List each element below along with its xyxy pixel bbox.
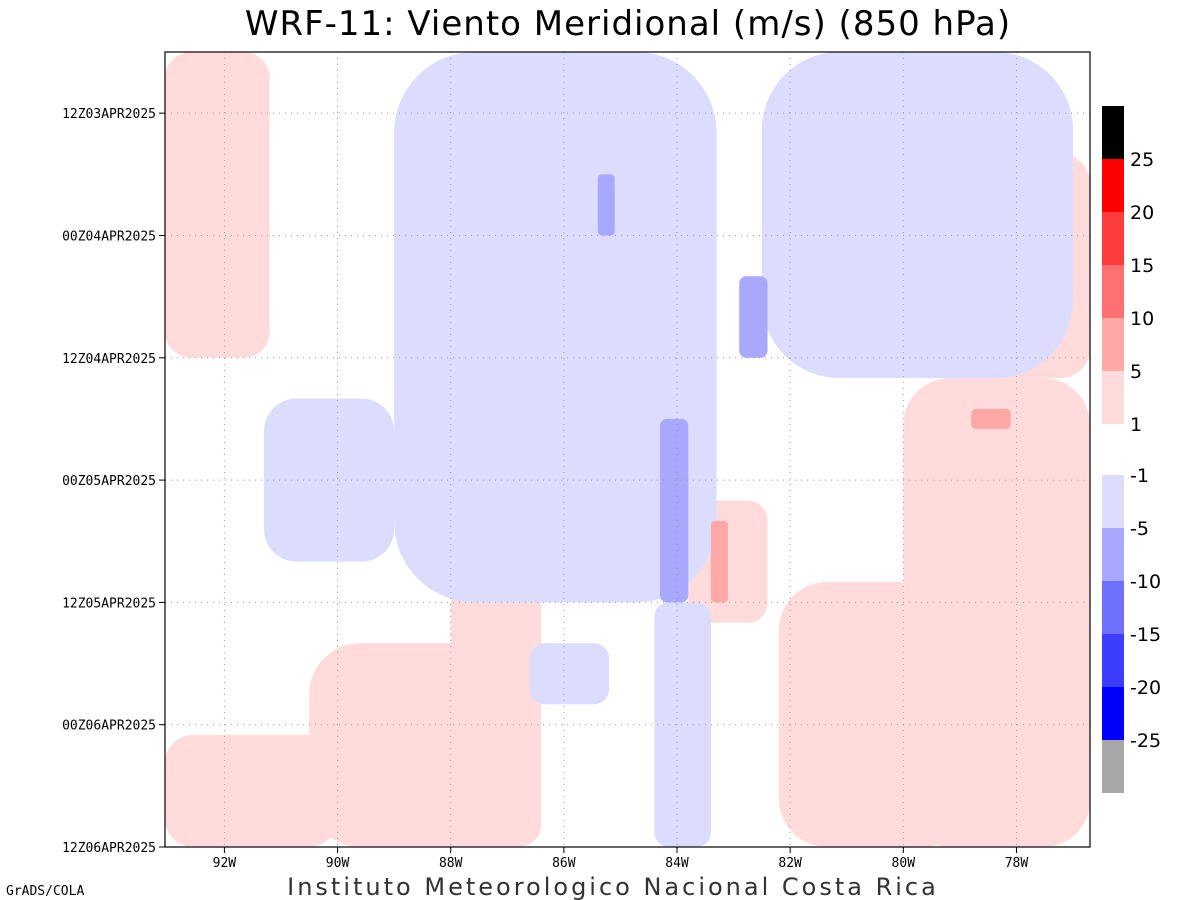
colorbar-label-3: 10 (1130, 308, 1154, 330)
colorbar-segment-neg-5 (1102, 740, 1124, 793)
plot-area (164, 51, 1091, 848)
y-tick-label-0: 12Z03APR2025 (62, 107, 156, 122)
colorbar-label-11: -25 (1130, 730, 1161, 752)
contour-region-13 (660, 418, 689, 603)
contour-region-8 (394, 52, 717, 603)
colorbar-label-0: 25 (1130, 149, 1154, 171)
colorbar-segment-pos-4 (1102, 318, 1124, 371)
footer-institution: Instituto Meteorologico Nacional Costa R… (287, 873, 939, 900)
x-tick-label-2: 88W (439, 856, 463, 871)
colorbar-label-6: -1 (1130, 465, 1149, 487)
colorbar-segment-pos-3 (1102, 265, 1124, 318)
colorbar-label-8: -10 (1130, 571, 1161, 593)
x-tick-label-0: 92W (213, 856, 237, 871)
colorbar-label-1: 20 (1130, 202, 1154, 224)
colorbar-segment-neg-4 (1102, 687, 1124, 740)
x-tick-label-1: 90W (326, 856, 350, 871)
y-tick-label-1: 00Z04APR2025 (62, 229, 156, 244)
contour-region-2 (309, 643, 536, 847)
y-tick-label-2: 12Z04APR2025 (62, 352, 156, 367)
colorbar-label-5: 1 (1130, 414, 1142, 436)
colorbar-label-4: 5 (1130, 361, 1142, 383)
x-axis: 92W 90W 88W 86W 84W 82W 80W 78W (213, 847, 1029, 871)
y-axis: 12Z03APR2025 00Z04APR2025 12Z04APR2025 00Z0… (62, 107, 165, 856)
contour-region-16 (710, 520, 728, 603)
x-tick-label-5: 82W (778, 856, 802, 871)
contour-region-12 (529, 643, 610, 705)
y-tick-label-6: 12Z06APR2025 (62, 841, 156, 856)
colorbar-segment-neg-2 (1102, 581, 1124, 634)
contour-region-10 (264, 398, 395, 562)
contour-region-9 (761, 52, 1074, 379)
colorbar-label-9: -15 (1130, 624, 1161, 646)
contour-region-15 (597, 174, 615, 236)
x-tick-label-6: 80W (892, 856, 916, 871)
contour-region-5 (778, 582, 972, 847)
contour-region-14 (739, 276, 768, 358)
colorbar-segment-pos-5 (1102, 371, 1124, 424)
contour-region-11 (654, 602, 711, 847)
colorbar-label-2: 15 (1130, 255, 1154, 277)
x-tick-label-7: 78W (1005, 856, 1029, 871)
x-tick-label-3: 86W (552, 856, 576, 871)
x-tick-label-4: 84W (665, 856, 689, 871)
colorbar-label-10: -20 (1130, 677, 1161, 699)
chart-title: WRF-11: Viento Meridional (m/s) (850 hPa… (245, 4, 1011, 44)
colorbar-segment-pos-2 (1102, 212, 1124, 265)
colorbar-segment-pos-1 (1102, 159, 1124, 212)
colorbar-segment-pos-0 (1102, 106, 1124, 159)
colorbar-legend: 25 20 15 10 5 1 -1 -5 -10 -15 -20 -25 (1102, 106, 1161, 793)
colorbar-segment-neg-1 (1102, 528, 1124, 581)
colorbar-label-7: -5 (1130, 518, 1149, 540)
plot-frame (164, 51, 1091, 848)
colorbar-segment-neg-3 (1102, 634, 1124, 687)
y-tick-label-4: 12Z05APR2025 (62, 596, 156, 611)
contour-regions (165, 52, 1090, 847)
grads-credit: GrADS/COLA (6, 884, 84, 899)
contour-region-3 (165, 734, 338, 847)
y-tick-label-3: 00Z05APR2025 (62, 474, 156, 489)
y-tick-label-5: 00Z06APR2025 (62, 719, 156, 734)
contour-region-0 (165, 52, 270, 358)
colorbar-segment-neg-0 (1102, 475, 1124, 528)
contour-region-17 (971, 408, 1011, 430)
